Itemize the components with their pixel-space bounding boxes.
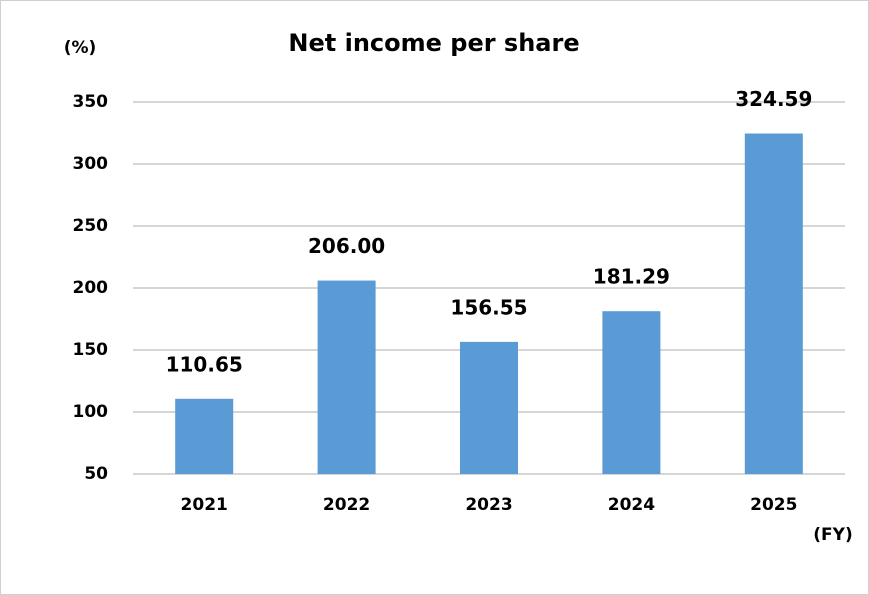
bar — [744, 133, 803, 474]
value-label: 324.59 — [735, 87, 812, 111]
y-tick-label: 100 — [73, 402, 109, 422]
y-tick-label: 250 — [73, 216, 109, 236]
x-tick-label: 2021 — [181, 495, 228, 515]
x-tick-label: 2025 — [750, 495, 797, 515]
value-label: 156.55 — [450, 295, 527, 319]
x-tick-label: 2024 — [608, 495, 655, 515]
x-tick-label: 2023 — [465, 495, 512, 515]
y-tick-label: 200 — [73, 278, 109, 298]
y-axis-label: (%) — [64, 38, 97, 58]
y-tick-label: 150 — [73, 340, 109, 360]
value-label: 181.29 — [593, 265, 670, 289]
value-label: 206.00 — [308, 234, 385, 258]
chart-title: Net income per share — [288, 29, 579, 57]
bar — [317, 280, 376, 474]
x-axis-label: (FY) — [813, 525, 852, 545]
value-label: 110.65 — [166, 352, 243, 376]
bar — [175, 398, 234, 474]
y-tick-label: 350 — [73, 92, 109, 112]
bar — [460, 341, 518, 474]
y-tick-label: 50 — [84, 464, 108, 484]
x-tick-label: 2022 — [323, 495, 370, 515]
y-tick-label: 300 — [73, 154, 109, 174]
bar — [602, 311, 661, 474]
